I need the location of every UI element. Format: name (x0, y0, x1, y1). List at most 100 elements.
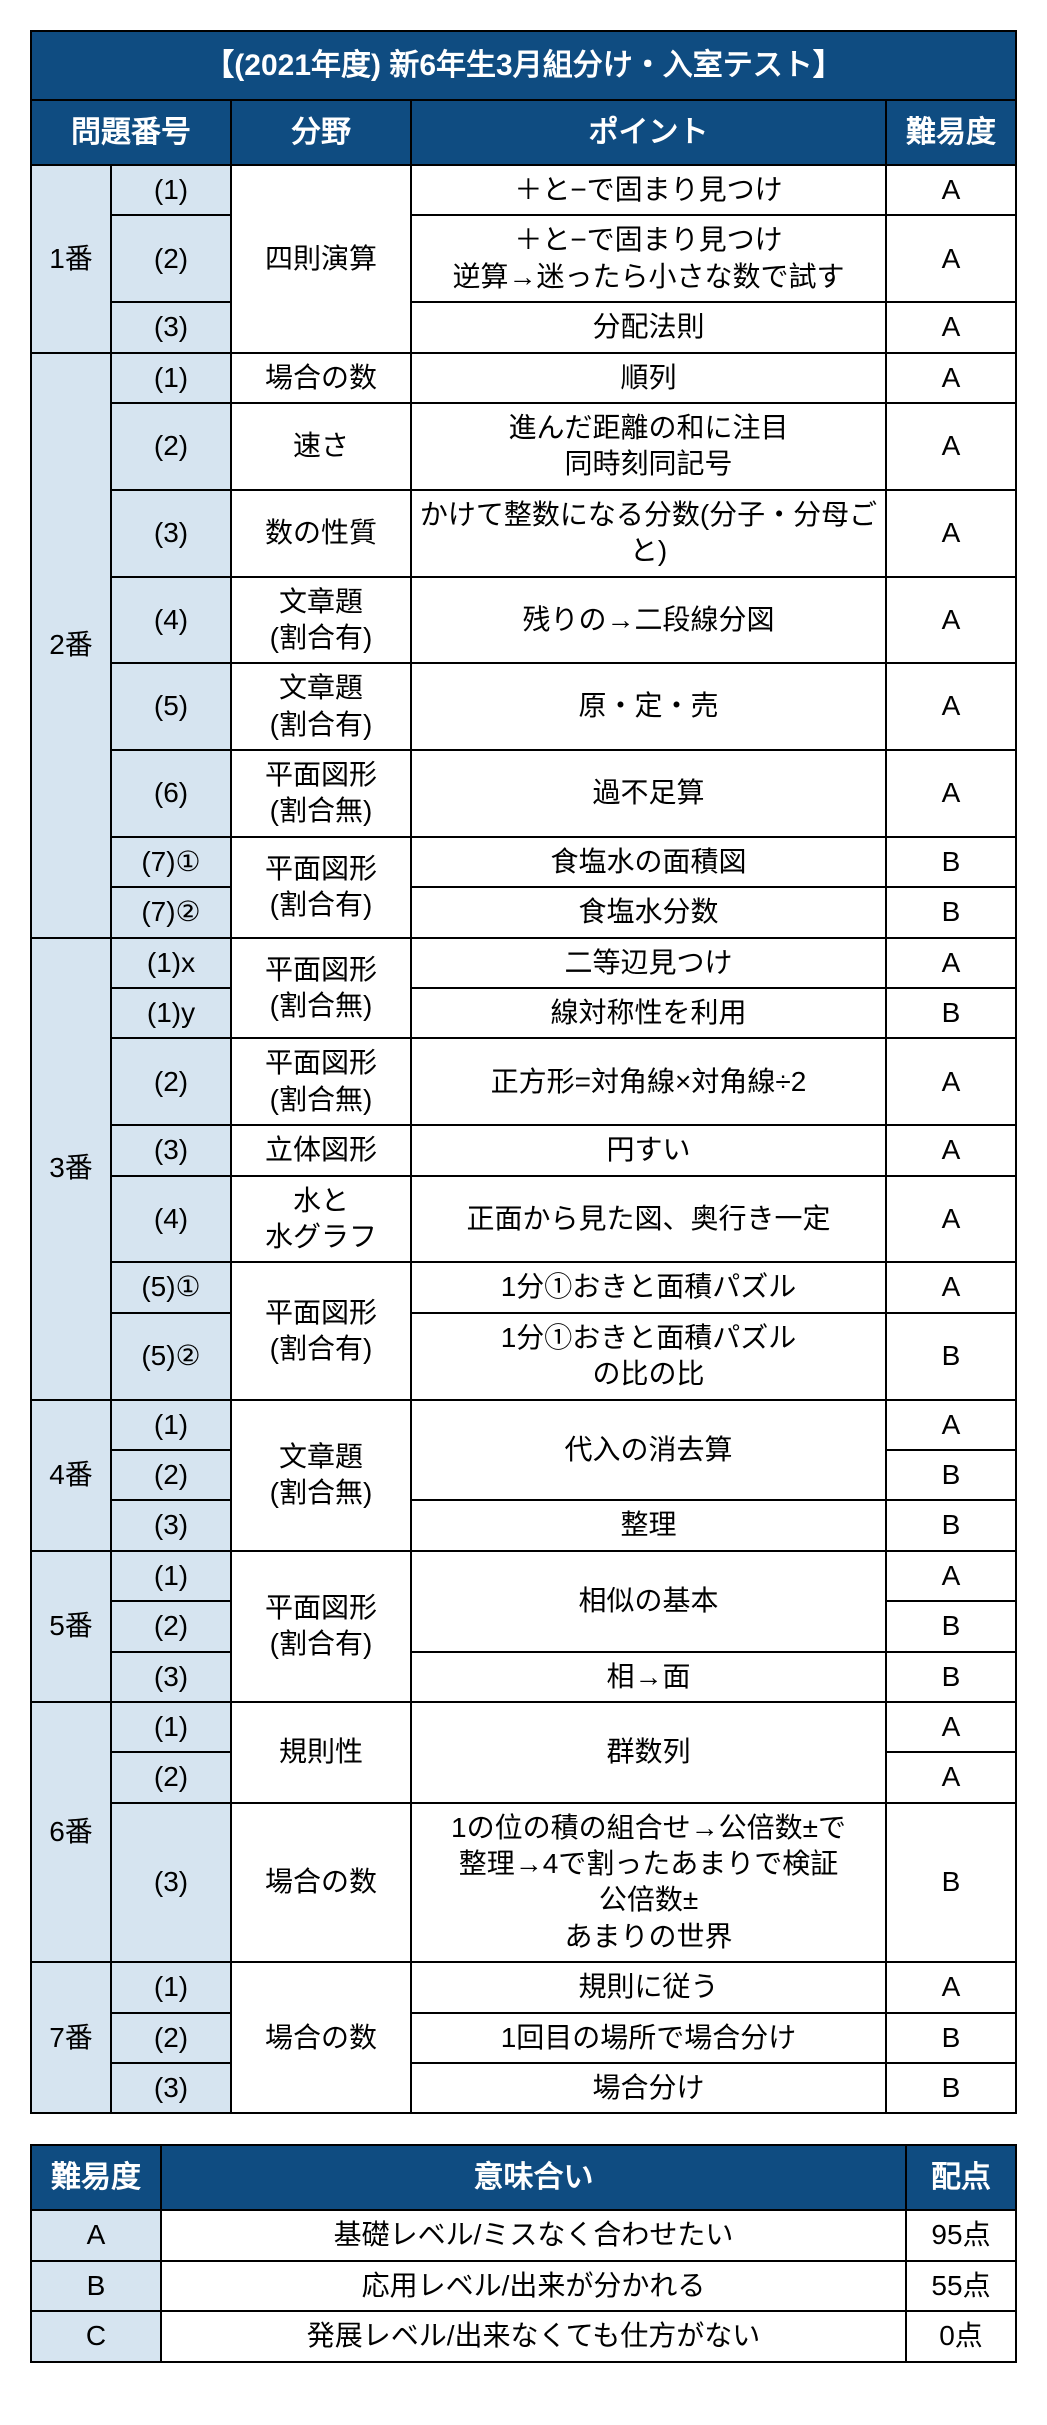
header-qnum: 問題番号 (31, 100, 231, 165)
sub-cell: (5)① (111, 1262, 231, 1312)
point-cell: ＋と−で固まり見つけ (411, 165, 886, 215)
table-row: (2)平面図形(割合無)正方形=対角線×対角線÷2A (31, 1038, 1016, 1125)
sub-cell: (7)② (111, 887, 231, 937)
sub-cell: (1)y (111, 988, 231, 1038)
point-cell: 1の位の積の組合せ→公倍数±で整理→4で割ったあまりで検証公倍数±あまりの世界 (411, 1803, 886, 1963)
diff-cell: B (886, 837, 1016, 887)
table-row: (2)速さ進んだ距離の和に注目同時刻同記号A (31, 403, 1016, 490)
header-field: 分野 (231, 100, 411, 165)
point-cell: 正方形=対角線×対角線÷2 (411, 1038, 886, 1125)
legend-diff-cell: C (31, 2311, 161, 2361)
diff-cell: B (886, 887, 1016, 937)
field-cell: 文章題(割合有) (231, 663, 411, 750)
table-row: (4)水と水グラフ正面から見た図、奥行き一定A (31, 1176, 1016, 1263)
sub-cell: (1) (111, 1551, 231, 1601)
diff-cell: A (886, 1752, 1016, 1802)
sub-cell: (1)x (111, 938, 231, 988)
diff-cell: A (886, 938, 1016, 988)
point-cell: 規則に従う (411, 1962, 886, 2012)
table-row: (2)1回目の場所で場合分けB (31, 2013, 1016, 2063)
diff-cell: A (886, 750, 1016, 837)
legend-meaning-cell: 発展レベル/出来なくても仕方がない (161, 2311, 906, 2361)
field-cell: 場合の数 (231, 1803, 411, 1963)
table-row: (5)文章題(割合有)原・定・売A (31, 663, 1016, 750)
field-cell: 場合の数 (231, 353, 411, 403)
point-cell: 残りの→二段線分図 (411, 577, 886, 664)
sub-cell: (3) (111, 490, 231, 577)
sub-cell: (2) (111, 215, 231, 302)
sub-cell: (3) (111, 302, 231, 352)
legend-row: C発展レベル/出来なくても仕方がない0点 (31, 2311, 1016, 2361)
diff-cell: B (886, 1450, 1016, 1500)
sub-cell: (2) (111, 1752, 231, 1802)
sub-cell: (4) (111, 577, 231, 664)
diff-cell: A (886, 490, 1016, 577)
sub-cell: (3) (111, 1803, 231, 1963)
table-row: 5番(1)平面図形(割合有)相似の基本A (31, 1551, 1016, 1601)
header-row: 問題番号 分野 ポイント 難易度 (31, 100, 1016, 165)
table-row: 3番(1)x平面図形(割合無)二等辺見つけA (31, 938, 1016, 988)
legend-row: A基礎レベル/ミスなく合わせたい95点 (31, 2210, 1016, 2260)
diff-cell: A (886, 215, 1016, 302)
table-row: 7番(1)場合の数規則に従うA (31, 1962, 1016, 2012)
field-cell: 四則演算 (231, 165, 411, 353)
table-row: (5)②1分①おきと面積パズルの比の比B (31, 1313, 1016, 1400)
sub-cell: (1) (111, 1962, 231, 2012)
sub-cell: (2) (111, 1038, 231, 1125)
qnum-cell: 7番 (31, 1962, 111, 2113)
sub-cell: (1) (111, 165, 231, 215)
legend-header-row: 難易度 意味合い 配点 (31, 2145, 1016, 2210)
diff-cell: A (886, 1962, 1016, 2012)
legend-pts-cell: 55点 (906, 2261, 1016, 2311)
table-row: (5)①平面図形(割合有)1分①おきと面積パズルA (31, 1262, 1016, 1312)
diff-cell: A (886, 1125, 1016, 1175)
table-row: (6)平面図形(割合無)過不足算A (31, 750, 1016, 837)
sub-cell: (3) (111, 1500, 231, 1550)
point-cell: 整理 (411, 1500, 886, 1550)
point-cell: かけて整数になる分数(分子・分母ごと) (411, 490, 886, 577)
table-row: 1番(1)四則演算＋と−で固まり見つけA (31, 165, 1016, 215)
diff-cell: A (886, 1400, 1016, 1450)
point-cell: 円すい (411, 1125, 886, 1175)
point-cell: 食塩水の面積図 (411, 837, 886, 887)
sub-cell: (2) (111, 403, 231, 490)
sub-cell: (2) (111, 1601, 231, 1651)
field-cell: 場合の数 (231, 1962, 411, 2113)
diff-cell: B (886, 2063, 1016, 2113)
field-cell: 水と水グラフ (231, 1176, 411, 1263)
diff-cell: A (886, 1038, 1016, 1125)
point-cell: ＋と−で固まり見つけ逆算→迷ったら小さな数で試す (411, 215, 886, 302)
qnum-cell: 4番 (31, 1400, 111, 1551)
point-cell: 食塩水分数 (411, 887, 886, 937)
table-row: (3)整理B (31, 1500, 1016, 1550)
diff-cell: A (886, 403, 1016, 490)
table-row: (3)数の性質かけて整数になる分数(分子・分母ごと)A (31, 490, 1016, 577)
diff-cell: B (886, 2013, 1016, 2063)
diff-cell: A (886, 1262, 1016, 1312)
point-cell: 分配法則 (411, 302, 886, 352)
sub-cell: (5)② (111, 1313, 231, 1400)
header-point: ポイント (411, 100, 886, 165)
diff-cell: A (886, 1176, 1016, 1263)
point-cell: 場合分け (411, 2063, 886, 2113)
qnum-cell: 1番 (31, 165, 111, 353)
sub-cell: (2) (111, 1450, 231, 1500)
legend-table: 難易度 意味合い 配点 A基礎レベル/ミスなく合わせたい95点B応用レベル/出来… (30, 2144, 1017, 2362)
table-row: 2番(1)場合の数順列A (31, 353, 1016, 403)
title-row: 【(2021年度) 新6年生3月組分け・入室テスト】 (31, 31, 1016, 100)
sub-cell: (3) (111, 2063, 231, 2113)
legend-header-meaning: 意味合い (161, 2145, 906, 2210)
table-row: (3)分配法則A (31, 302, 1016, 352)
field-cell: 数の性質 (231, 490, 411, 577)
legend-header-pts: 配点 (906, 2145, 1016, 2210)
table-row: (7)①平面図形(割合有)食塩水の面積図B (31, 837, 1016, 887)
table-row: (3)場合の数1の位の積の組合せ→公倍数±で整理→4で割ったあまりで検証公倍数±… (31, 1803, 1016, 1963)
table-row: (2) ＋と−で固まり見つけ逆算→迷ったら小さな数で試すA (31, 215, 1016, 302)
diff-cell: A (886, 663, 1016, 750)
legend-pts-cell: 95点 (906, 2210, 1016, 2260)
table-row: (3)相→面B (31, 1652, 1016, 1702)
point-cell: 群数列 (411, 1702, 886, 1803)
field-cell: 文章題(割合無) (231, 1400, 411, 1551)
diff-cell: B (886, 1313, 1016, 1400)
point-cell: 1分①おきと面積パズル (411, 1262, 886, 1312)
